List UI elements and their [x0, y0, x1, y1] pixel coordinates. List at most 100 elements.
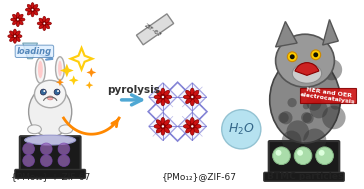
Circle shape — [191, 96, 193, 98]
Circle shape — [160, 94, 166, 100]
Polygon shape — [136, 14, 174, 45]
Ellipse shape — [18, 20, 23, 25]
Circle shape — [301, 112, 312, 123]
Polygon shape — [69, 75, 79, 85]
Text: $H_2O$: $H_2O$ — [228, 122, 254, 137]
Ellipse shape — [31, 11, 34, 17]
Circle shape — [303, 113, 314, 124]
Ellipse shape — [56, 57, 64, 80]
Ellipse shape — [45, 18, 50, 23]
Ellipse shape — [161, 98, 165, 106]
Polygon shape — [60, 64, 74, 77]
Circle shape — [40, 89, 46, 95]
Circle shape — [330, 99, 341, 110]
Ellipse shape — [164, 95, 172, 99]
Circle shape — [277, 61, 289, 74]
Circle shape — [40, 155, 52, 167]
Circle shape — [273, 147, 290, 165]
Circle shape — [322, 106, 345, 129]
Ellipse shape — [11, 18, 17, 21]
Circle shape — [286, 120, 309, 143]
Circle shape — [191, 125, 193, 128]
Ellipse shape — [47, 96, 53, 100]
Ellipse shape — [25, 8, 32, 11]
Text: loading: loading — [17, 47, 52, 56]
Ellipse shape — [161, 118, 165, 125]
Polygon shape — [86, 67, 96, 77]
Text: HER and OER
electrocatalysis: HER and OER electrocatalysis — [300, 86, 357, 105]
Ellipse shape — [18, 14, 23, 19]
Ellipse shape — [193, 124, 201, 128]
Text: ZIF-67: ZIF-67 — [143, 22, 163, 38]
FancyBboxPatch shape — [15, 170, 86, 178]
Ellipse shape — [15, 36, 20, 41]
Ellipse shape — [33, 8, 40, 11]
Circle shape — [23, 143, 35, 155]
Ellipse shape — [33, 10, 38, 15]
FancyBboxPatch shape — [264, 172, 344, 181]
Ellipse shape — [29, 86, 72, 137]
Ellipse shape — [292, 64, 322, 83]
Circle shape — [278, 112, 289, 123]
Polygon shape — [149, 112, 177, 140]
Ellipse shape — [183, 124, 191, 128]
Ellipse shape — [45, 24, 50, 29]
Circle shape — [222, 110, 261, 149]
Ellipse shape — [10, 36, 15, 41]
Ellipse shape — [35, 80, 66, 108]
Polygon shape — [149, 83, 177, 111]
Ellipse shape — [193, 120, 199, 126]
Wedge shape — [295, 63, 319, 75]
Polygon shape — [178, 83, 206, 111]
FancyBboxPatch shape — [20, 136, 80, 175]
Ellipse shape — [28, 125, 41, 134]
Ellipse shape — [33, 5, 38, 9]
Circle shape — [32, 9, 33, 11]
Circle shape — [303, 129, 326, 152]
Circle shape — [54, 89, 60, 95]
Ellipse shape — [156, 97, 162, 104]
Ellipse shape — [163, 127, 170, 133]
Ellipse shape — [13, 37, 16, 43]
Ellipse shape — [13, 20, 17, 25]
Ellipse shape — [156, 120, 162, 126]
Ellipse shape — [186, 127, 192, 133]
Text: {PMo₁₂} + ZIF-67: {PMo₁₂} + ZIF-67 — [11, 172, 90, 181]
Ellipse shape — [156, 90, 162, 97]
Polygon shape — [74, 51, 90, 67]
Ellipse shape — [193, 97, 199, 104]
Ellipse shape — [276, 34, 335, 87]
Ellipse shape — [15, 31, 20, 36]
Ellipse shape — [156, 127, 162, 133]
Ellipse shape — [193, 127, 199, 133]
Circle shape — [303, 103, 309, 109]
Ellipse shape — [193, 90, 199, 97]
Circle shape — [280, 51, 296, 67]
Ellipse shape — [161, 88, 165, 96]
Ellipse shape — [163, 97, 170, 104]
Ellipse shape — [186, 97, 192, 104]
Ellipse shape — [27, 10, 32, 15]
Ellipse shape — [186, 120, 192, 126]
Ellipse shape — [27, 5, 32, 9]
Ellipse shape — [13, 29, 16, 35]
Circle shape — [290, 54, 295, 59]
Ellipse shape — [164, 124, 172, 128]
Ellipse shape — [38, 61, 43, 78]
Circle shape — [40, 143, 52, 155]
Circle shape — [310, 100, 328, 118]
Ellipse shape — [154, 95, 162, 99]
Ellipse shape — [25, 135, 76, 145]
Ellipse shape — [19, 18, 25, 21]
Ellipse shape — [190, 98, 194, 106]
Polygon shape — [86, 81, 93, 89]
Circle shape — [297, 150, 303, 156]
Ellipse shape — [193, 95, 201, 99]
Text: BTMC particles: BTMC particles — [267, 172, 343, 181]
Circle shape — [189, 123, 195, 129]
Ellipse shape — [8, 35, 14, 38]
Text: {PMo₁₂}@ZIF-67: {PMo₁₂}@ZIF-67 — [162, 172, 237, 181]
Text: pyrolysis: pyrolysis — [107, 85, 160, 95]
Circle shape — [287, 52, 297, 62]
Circle shape — [43, 22, 45, 24]
